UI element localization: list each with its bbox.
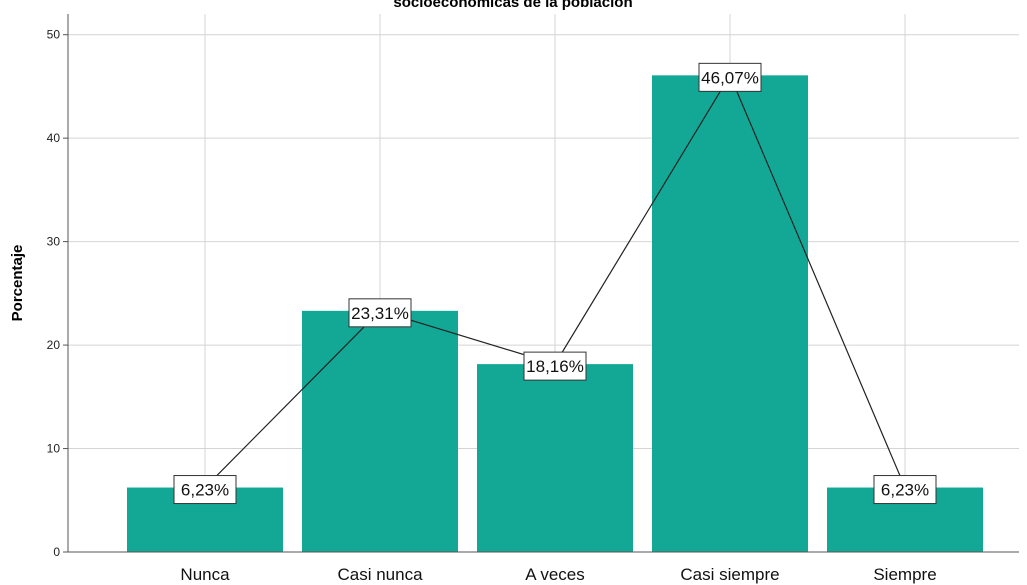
bar	[477, 364, 633, 552]
data-label: 18,16%	[526, 357, 584, 376]
x-tick-label: A veces	[525, 565, 585, 584]
bar	[652, 75, 808, 552]
y-tick-label: 0	[53, 545, 60, 559]
x-tick-label: Casi siempre	[680, 565, 779, 584]
data-label-box	[348, 298, 412, 328]
data-label-box	[698, 62, 762, 92]
data-label: 6,23%	[881, 481, 929, 500]
y-tick-label: 50	[47, 28, 61, 42]
y-tick-label: 10	[47, 442, 61, 456]
data-label-layer: 6,23% 23,31% 18,16% 46,07% 6,23%	[173, 62, 937, 505]
data-label: 46,07%	[701, 68, 759, 87]
grid-layer	[68, 14, 1019, 552]
axis-layer: 0 10 20 30 40 50 Nunca Casi nunca A veces Casi si…	[47, 14, 1019, 584]
x-tick-label: Casi nunca	[337, 565, 423, 584]
bar	[302, 310, 458, 552]
data-label: 6,23%	[181, 481, 229, 500]
x-tick-label: Nunca	[180, 565, 230, 584]
data-label-box	[873, 475, 937, 505]
y-axis-label: Porcentaje	[9, 245, 26, 322]
y-tick-label: 30	[47, 235, 61, 249]
data-label-box	[523, 351, 587, 381]
data-label: 23,31%	[351, 304, 409, 323]
data-label-box	[173, 475, 237, 505]
y-tick-label: 40	[47, 131, 61, 145]
y-tick-label: 20	[47, 338, 61, 352]
x-tick-label: Siempre	[873, 565, 936, 584]
chart-title: socioeconómicas de la población	[393, 0, 632, 11]
